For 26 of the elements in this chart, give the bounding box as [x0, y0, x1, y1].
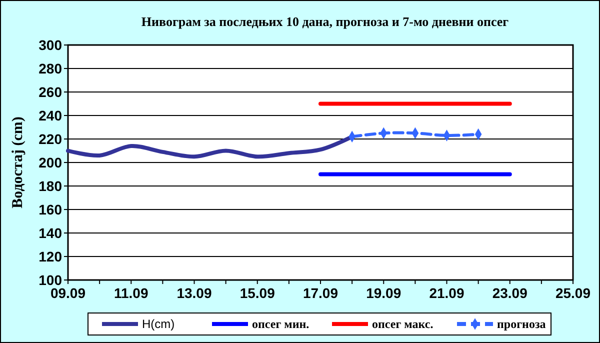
x-tick-label: 09.09 — [50, 285, 86, 301]
y-tick-label: 120 — [38, 248, 62, 264]
x-tick-label: 21.09 — [429, 285, 464, 301]
x-tick-label: 23.09 — [492, 285, 528, 301]
y-axis-title: Водостај (cm) — [10, 116, 26, 208]
y-tick-label: 240 — [38, 107, 62, 124]
y-tick-label: 200 — [38, 154, 62, 170]
x-tick-label: 19.09 — [366, 285, 402, 301]
legend-label: прогноза — [497, 317, 546, 332]
x-tick-label: 13.09 — [176, 285, 212, 301]
x-tick-label: 15.09 — [240, 285, 276, 301]
x-tick-label: 11.09 — [114, 285, 148, 301]
y-tick-label: 260 — [38, 84, 62, 100]
y-tick-label: 180 — [38, 178, 62, 194]
y-tick-label: 140 — [38, 224, 62, 241]
x-tick-label: 25.09 — [555, 285, 591, 301]
chart-title: Нивограм за последњих 10 дана, прогноза и 7-мо дневни опсег — [141, 14, 509, 29]
legend-label: опсег мин. — [252, 317, 310, 332]
y-tick-label: 280 — [38, 60, 62, 76]
legend-label: опсег макс. — [372, 317, 434, 332]
x-tick-label: 17.09 — [302, 285, 338, 301]
y-tick-label: 300 — [38, 36, 62, 53]
y-tick-label: 220 — [38, 130, 62, 147]
legend-label: H(cm) — [142, 317, 175, 332]
y-tick-label: 160 — [38, 201, 62, 218]
y-tick-label: 100 — [38, 272, 62, 288]
